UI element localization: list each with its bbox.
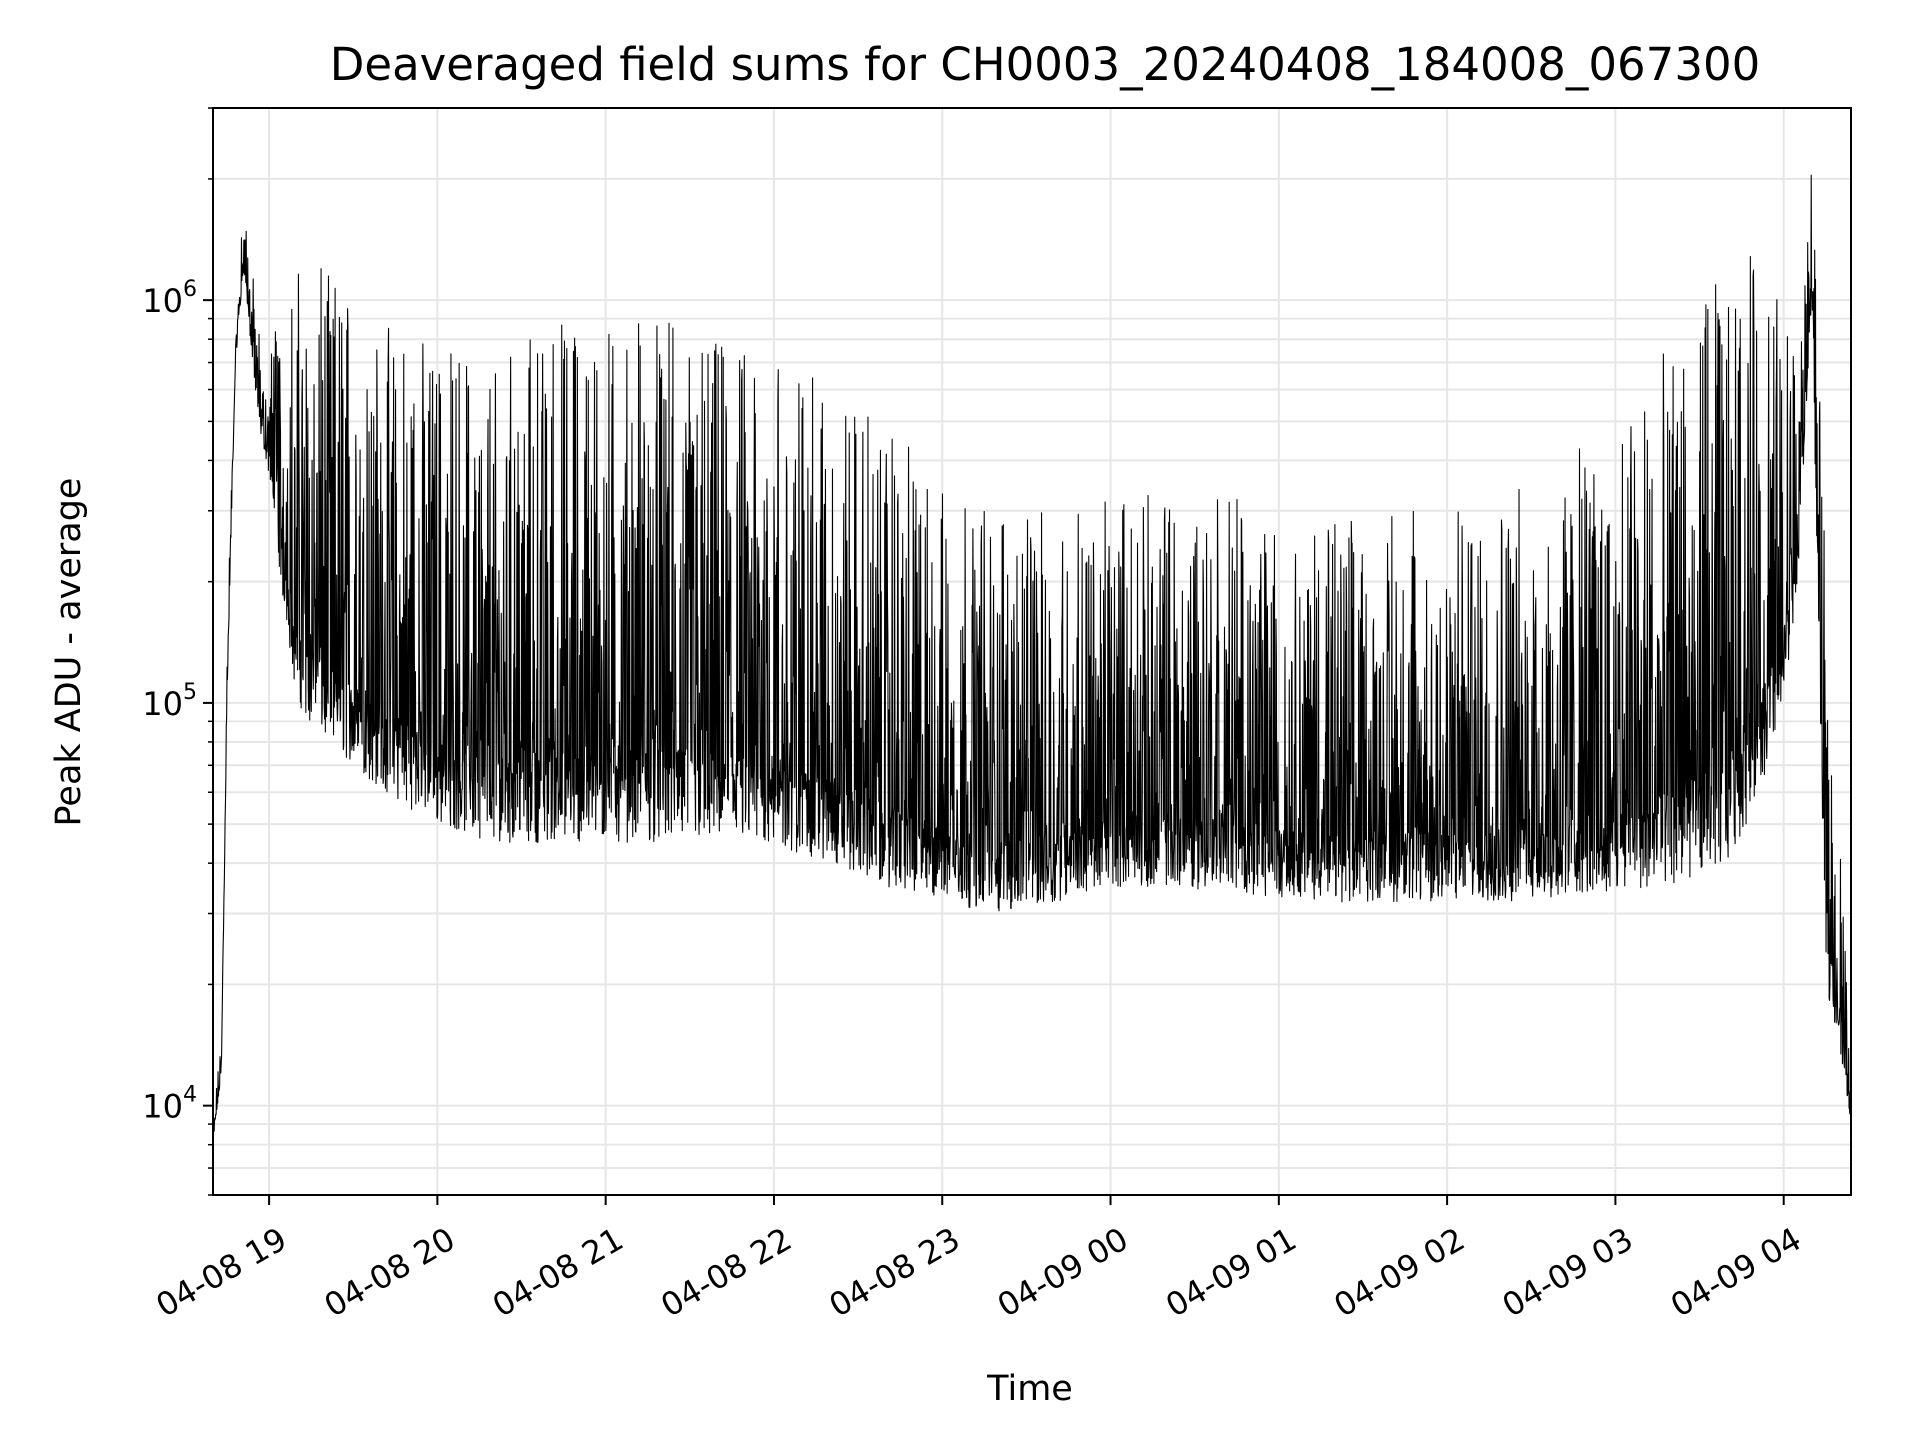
x-tick-label: 04-09 04 bbox=[1664, 1220, 1808, 1325]
y-axis: 104 105 106 bbox=[142, 107, 213, 1196]
x-tick-label: 04-09 01 bbox=[1159, 1220, 1303, 1325]
series-line bbox=[212, 174, 1852, 1139]
x-tick-label: 04-08 23 bbox=[823, 1220, 967, 1325]
x-tick-label: 04-09 00 bbox=[991, 1220, 1135, 1325]
plot-frame bbox=[212, 107, 1852, 1196]
series-line-group bbox=[212, 174, 1852, 1139]
x-axis: 04-08 19 04-08 20 04-08 21 04-08 22 04-08 23… bbox=[149, 1195, 1808, 1325]
y-axis-label: Peak ADU - average bbox=[49, 478, 89, 827]
x-tick-label: 04-08 21 bbox=[486, 1220, 630, 1325]
y-tick-label: 106 bbox=[142, 277, 197, 320]
x-tick-label: 04-08 19 bbox=[149, 1220, 293, 1325]
y-tick-label: 105 bbox=[142, 680, 197, 723]
x-tick-label: 04-09 03 bbox=[1496, 1220, 1640, 1325]
x-tick-label: 04-09 02 bbox=[1328, 1220, 1472, 1325]
chart-title: Deaveraged field sums for CH0003_2024040… bbox=[330, 38, 1760, 91]
x-tick-label: 04-08 22 bbox=[654, 1220, 798, 1325]
y-tick-label: 104 bbox=[142, 1083, 197, 1126]
x-axis-label: Time bbox=[986, 1369, 1073, 1409]
x-tick-label: 04-08 20 bbox=[318, 1220, 462, 1325]
